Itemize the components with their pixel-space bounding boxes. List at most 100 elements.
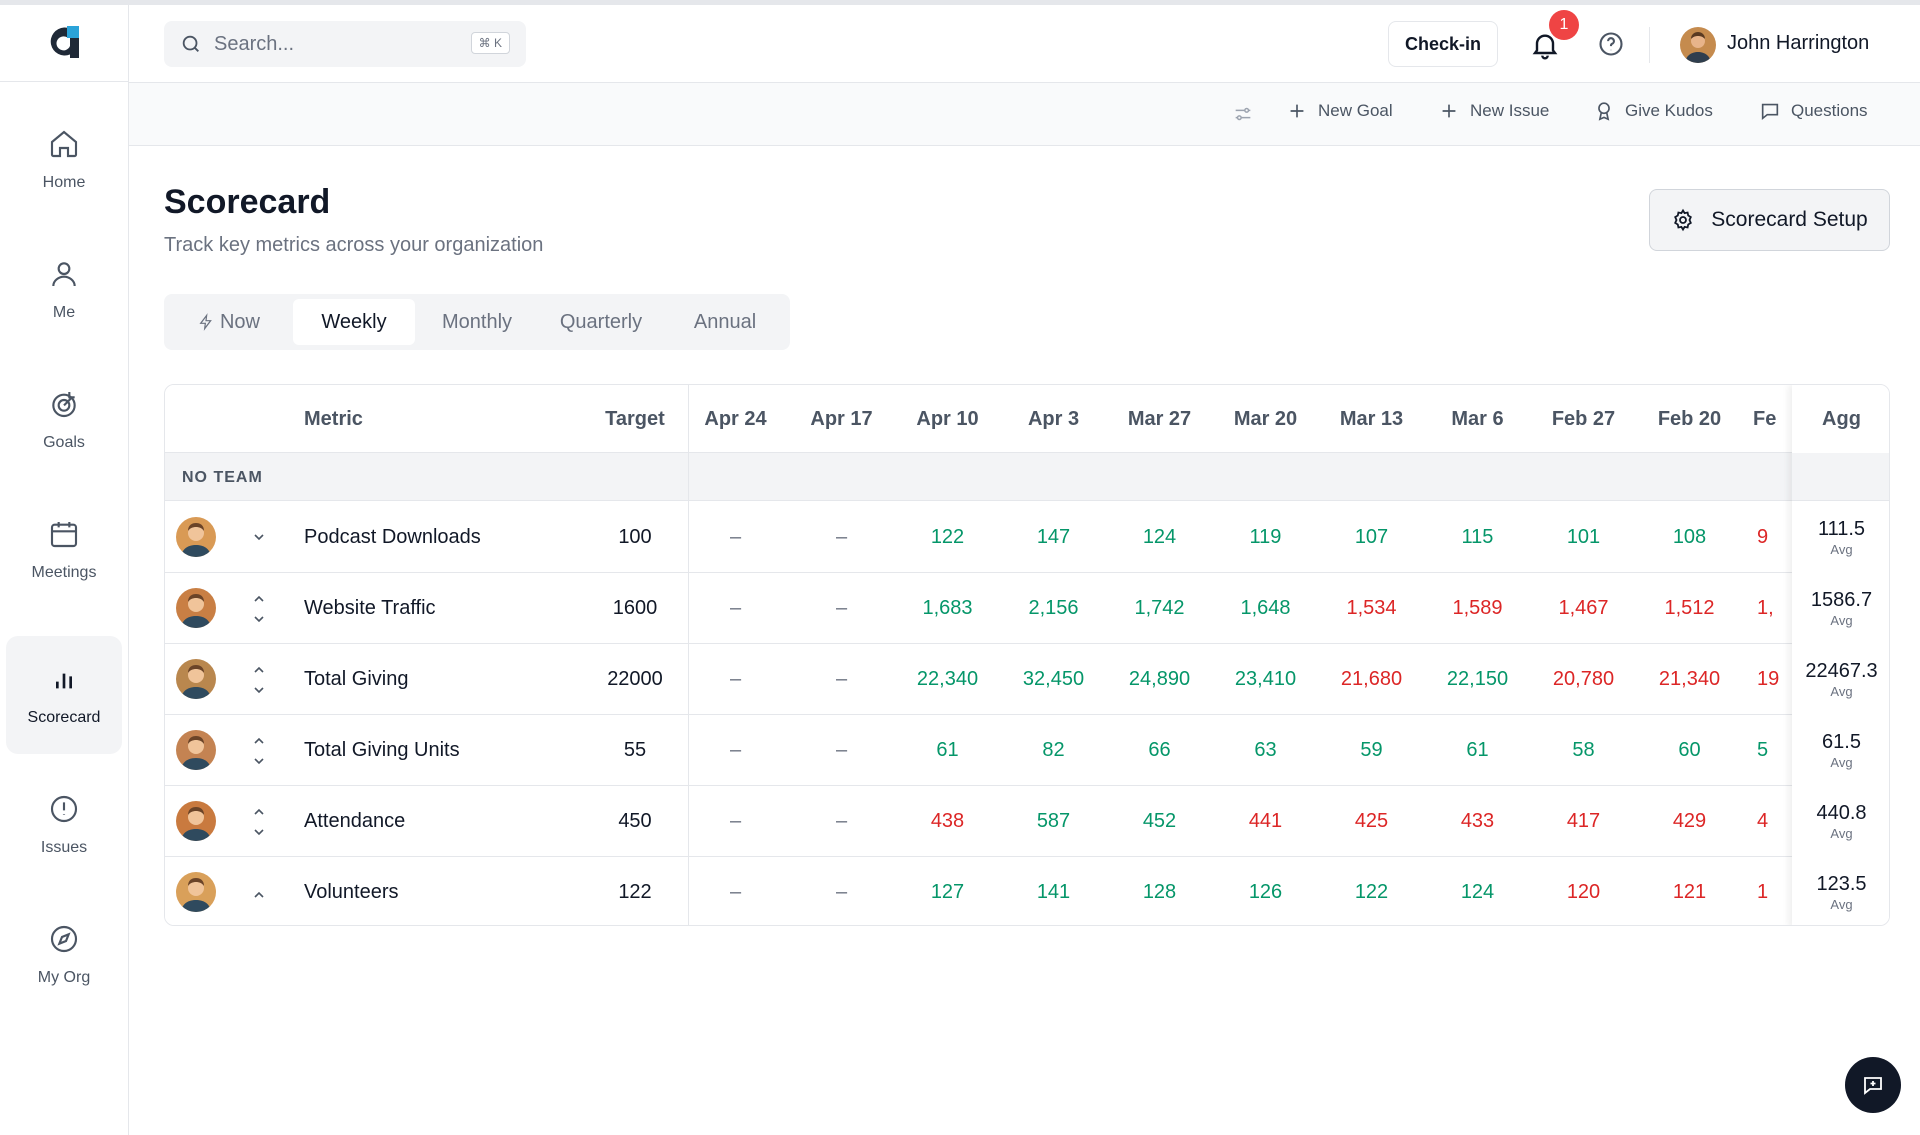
- metric-value-cell[interactable]: 425: [1354, 809, 1389, 832]
- sort-arrows[interactable]: [251, 658, 267, 702]
- metric-value-cell[interactable]: 4: [1757, 809, 1769, 832]
- owner-avatar[interactable]: [176, 588, 216, 628]
- metric-value-cell[interactable]: 1,534: [1346, 596, 1397, 619]
- metric-value-cell[interactable]: 433: [1460, 809, 1495, 832]
- nav-goals[interactable]: Goals: [6, 361, 122, 479]
- metric-name[interactable]: Attendance: [304, 809, 406, 832]
- metric-value-cell[interactable]: 115: [1461, 525, 1494, 548]
- logo[interactable]: [0, 5, 128, 82]
- filter-settings-button[interactable]: [1232, 103, 1254, 125]
- sort-arrows[interactable]: [251, 587, 267, 631]
- metric-value-cell[interactable]: 21,680: [1340, 667, 1403, 690]
- owner-avatar[interactable]: [176, 801, 216, 841]
- table-row[interactable]: Podcast Downloads 100 – – 122 147 124 119 107 115…: [165, 502, 1889, 573]
- metric-value-cell[interactable]: 23,410: [1234, 667, 1297, 690]
- metric-value-cell[interactable]: –: [835, 809, 848, 832]
- metric-value-cell[interactable]: 121: [1672, 880, 1707, 903]
- sort-arrows[interactable]: [251, 800, 267, 844]
- metric-value-cell[interactable]: 128: [1142, 880, 1177, 903]
- metric-value-cell[interactable]: –: [729, 667, 742, 690]
- metric-value-cell[interactable]: –: [835, 667, 848, 690]
- metric-value-cell[interactable]: 101: [1566, 525, 1601, 548]
- metric-value-cell[interactable]: 21,340: [1658, 667, 1721, 690]
- check-in-button[interactable]: Check-in: [1388, 21, 1498, 67]
- metric-value-cell[interactable]: –: [835, 525, 848, 548]
- metric-name[interactable]: Website Traffic: [304, 596, 436, 619]
- metric-value-cell[interactable]: 122: [1354, 880, 1389, 903]
- metric-value-cell[interactable]: 22,340: [916, 667, 979, 690]
- metric-value-cell[interactable]: 20,780: [1552, 667, 1615, 690]
- help-icon[interactable]: [1597, 30, 1625, 58]
- metric-value-cell[interactable]: 438: [930, 809, 965, 832]
- metric-value-cell[interactable]: 59: [1360, 738, 1383, 761]
- sort-arrows[interactable]: [251, 516, 267, 560]
- table-row[interactable]: Total Giving Units 55 – – 61 82 66 63 59 61 58 60 5: [165, 715, 1889, 786]
- tab-monthly[interactable]: Monthly: [441, 310, 513, 333]
- metric-value-cell[interactable]: 452: [1142, 809, 1177, 832]
- metric-value-cell[interactable]: –: [729, 880, 742, 903]
- metric-name[interactable]: Total Giving Units: [304, 738, 460, 761]
- metric-value-cell[interactable]: –: [729, 809, 742, 832]
- metric-value-cell[interactable]: 108: [1672, 525, 1707, 548]
- give-kudos-button[interactable]: Give Kudos: [1593, 100, 1713, 122]
- metric-value-cell[interactable]: 63: [1254, 738, 1277, 761]
- owner-avatar[interactable]: [176, 517, 216, 557]
- owner-avatar[interactable]: [176, 872, 216, 912]
- table-row[interactable]: Volunteers 122 – – 127 141 128 126 122 124 120 121 1: [165, 857, 1889, 925]
- metric-value-cell[interactable]: 9: [1757, 525, 1769, 548]
- tab-weekly[interactable]: Weekly: [293, 299, 415, 345]
- metric-value-cell[interactable]: –: [835, 596, 848, 619]
- metric-value-cell[interactable]: 61: [936, 738, 959, 761]
- metric-value-cell[interactable]: 61: [1466, 738, 1489, 761]
- metric-value-cell[interactable]: 124: [1460, 880, 1495, 903]
- bell-icon[interactable]: [1529, 29, 1561, 61]
- metric-value-cell[interactable]: 120: [1566, 880, 1601, 903]
- metric-value-cell[interactable]: –: [835, 880, 848, 903]
- search-input[interactable]: [214, 32, 464, 56]
- metric-value-cell[interactable]: –: [729, 596, 742, 619]
- metric-value-cell[interactable]: 124: [1142, 525, 1177, 548]
- search-bar[interactable]: ⌘ K: [164, 21, 526, 67]
- metric-value-cell[interactable]: 24,890: [1128, 667, 1191, 690]
- metric-value-cell[interactable]: 1,683: [922, 596, 973, 619]
- metric-value-cell[interactable]: 1,742: [1134, 596, 1185, 619]
- metric-value-cell[interactable]: 1,589: [1452, 596, 1503, 619]
- metric-value-cell[interactable]: 127: [930, 880, 965, 903]
- table-row[interactable]: Website Traffic 1600 – – 1,683 2,156 1,742 1,64…: [165, 573, 1889, 644]
- metric-value-cell[interactable]: 5: [1757, 738, 1769, 761]
- nav-issues[interactable]: Issues: [6, 766, 122, 884]
- metric-value-cell[interactable]: 1,648: [1240, 596, 1291, 619]
- metric-value-cell[interactable]: 1: [1757, 880, 1769, 903]
- metric-value-cell[interactable]: 147: [1036, 525, 1071, 548]
- metric-value-cell[interactable]: 22,150: [1446, 667, 1509, 690]
- metric-value-cell[interactable]: 429: [1672, 809, 1707, 832]
- scorecard-setup-button[interactable]: Scorecard Setup: [1649, 189, 1890, 251]
- metric-value-cell[interactable]: 1,: [1757, 596, 1774, 619]
- metric-value-cell[interactable]: –: [729, 525, 742, 548]
- metric-value-cell[interactable]: 2,156: [1028, 596, 1079, 619]
- metric-value-cell[interactable]: 417: [1566, 809, 1601, 832]
- metric-value-cell[interactable]: 126: [1248, 880, 1283, 903]
- tab-now[interactable]: Now: [169, 299, 289, 345]
- nav-home[interactable]: Home: [6, 101, 122, 219]
- nav-my-org[interactable]: My Org: [6, 896, 122, 1014]
- metric-value-cell[interactable]: 58: [1572, 738, 1595, 761]
- table-row[interactable]: Total Giving 22000 – – 22,340 32,450 24,890 23,…: [165, 644, 1889, 715]
- sort-arrows[interactable]: [251, 729, 267, 773]
- metric-value-cell[interactable]: 587: [1036, 809, 1071, 832]
- table-row[interactable]: Attendance 450 – – 438 587 452 441 425 433 417 429 4: [165, 786, 1889, 857]
- tab-annual[interactable]: Annual: [693, 310, 757, 333]
- metric-value-cell[interactable]: –: [729, 738, 742, 761]
- new-goal-button[interactable]: New Goal: [1286, 100, 1393, 122]
- owner-avatar[interactable]: [176, 730, 216, 770]
- metric-value-cell[interactable]: 82: [1042, 738, 1065, 761]
- feedback-button[interactable]: [1845, 1057, 1901, 1113]
- metric-value-cell[interactable]: 107: [1354, 525, 1389, 548]
- metric-value-cell[interactable]: 1,512: [1664, 596, 1715, 619]
- owner-avatar[interactable]: [176, 659, 216, 699]
- metric-value-cell[interactable]: 66: [1148, 738, 1171, 761]
- tab-quarterly[interactable]: Quarterly: [559, 310, 643, 333]
- metric-name[interactable]: Podcast Downloads: [304, 525, 481, 548]
- metric-value-cell[interactable]: 19: [1757, 667, 1780, 690]
- sort-arrows[interactable]: [251, 871, 267, 915]
